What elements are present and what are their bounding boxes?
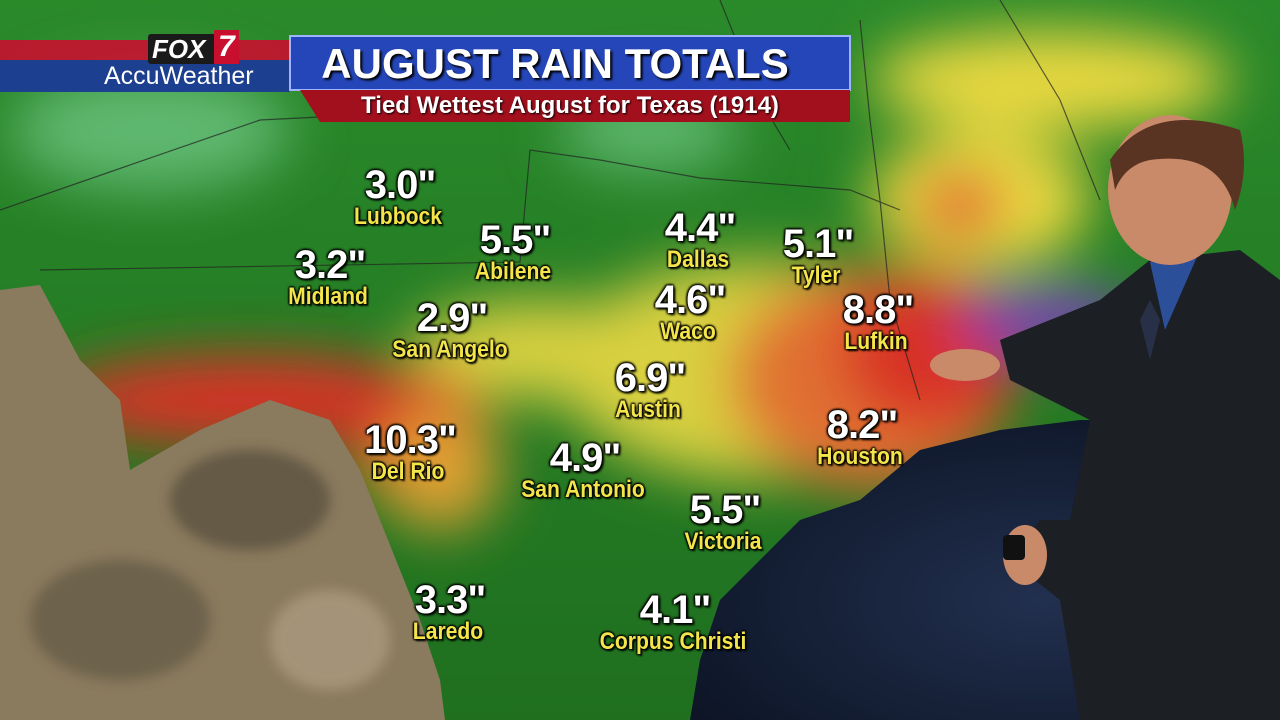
rain-total: 3.3" (414, 578, 487, 622)
city-name: Lubbock (354, 203, 442, 230)
rain-total: 3.2" (294, 243, 367, 287)
rain-total: 5.5" (689, 488, 762, 532)
city-name: Victoria (684, 528, 762, 555)
header-left-band (0, 60, 290, 92)
city-name: Corpus Christi (599, 628, 747, 655)
city-name: Waco (660, 318, 716, 345)
rain-total: 4.6" (654, 278, 727, 322)
rain-total: 4.1" (639, 588, 712, 632)
rain-total: 4.4" (664, 206, 737, 250)
subtitle-band (300, 90, 850, 122)
city-name: San Antonio (521, 476, 645, 503)
logo-fox: FOX (152, 34, 206, 64)
rain-total: 5.5" (479, 218, 552, 262)
rain-total: 4.9" (549, 436, 622, 480)
borders (0, 0, 1101, 401)
city-name: San Angelo (392, 336, 508, 363)
city-name: Laredo (412, 618, 484, 645)
rain-total: 3.0" (364, 163, 437, 207)
subtitle: Tied Wettest August for Texas (1914) (361, 92, 779, 119)
city-name: Tyler (791, 262, 841, 289)
title: AUGUST RAIN TOTALS (321, 40, 789, 87)
city-name: Abilene (474, 258, 552, 285)
city-name: Dallas (666, 246, 730, 273)
rain-total: 8.8" (842, 288, 915, 332)
rain-total: 8.2" (826, 403, 899, 447)
city-name: Del Rio (371, 458, 445, 485)
city-name: Austin (615, 396, 681, 423)
meteorologist (930, 115, 1280, 720)
logo-accuweather: AccuWeather (104, 62, 254, 90)
rain-total: 10.3" (364, 418, 457, 462)
city-name: Houston (817, 443, 903, 470)
rain-total: 6.9" (614, 356, 687, 400)
rain-total: 5.1" (782, 222, 855, 266)
city-name: Lufkin (844, 328, 908, 355)
logo-number: 7 (214, 30, 239, 64)
city-name: Midland (288, 283, 368, 310)
rain-total: 2.9" (416, 296, 489, 340)
